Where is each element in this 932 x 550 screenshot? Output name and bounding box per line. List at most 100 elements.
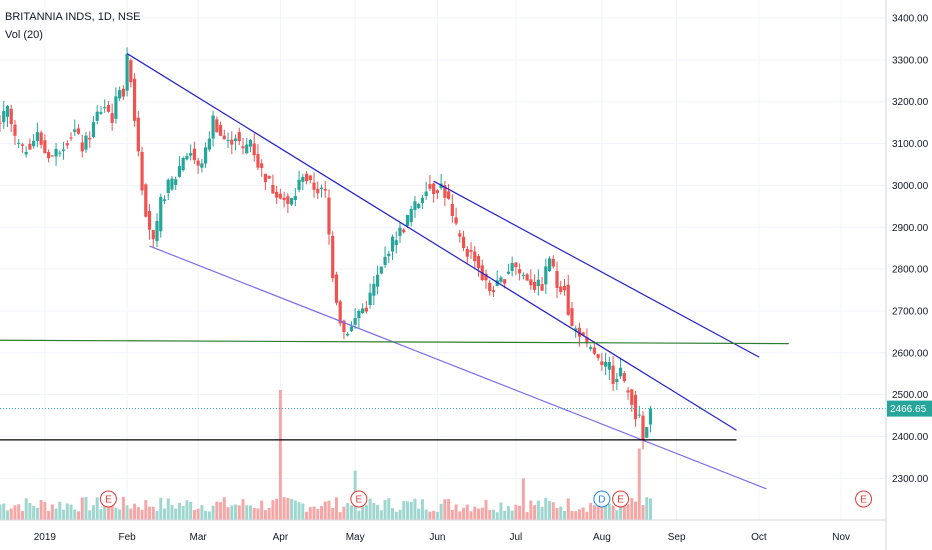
volume-bar: [604, 498, 608, 520]
volume-bar: [491, 509, 495, 520]
volume-bar: [207, 511, 211, 520]
volume-bar: [234, 504, 238, 520]
volume-bar: [320, 506, 324, 520]
volume-bar: [301, 503, 305, 520]
candle-body: [39, 132, 43, 145]
candle-body: [91, 122, 96, 138]
candle-body: [518, 269, 522, 274]
volume-bar: [271, 500, 275, 520]
volume-bar: [88, 510, 92, 520]
candle-body: [32, 140, 36, 147]
volume-bar: [125, 505, 129, 520]
volume-bar: [140, 509, 144, 520]
candle-body: [510, 263, 514, 271]
volume-bar: [619, 498, 623, 520]
candle-body: [50, 155, 54, 157]
volume-bar: [185, 500, 189, 520]
candle-body: [99, 112, 103, 114]
volume-bar: [432, 510, 436, 520]
candle-body: [499, 277, 503, 282]
time-tick-label: Nov: [832, 532, 850, 543]
price-tick-label: 2500.00: [892, 390, 929, 401]
volume-bar: [155, 510, 159, 520]
last-price-label: 2466.65: [890, 404, 927, 415]
candle-body: [140, 151, 144, 191]
volume-bar: [521, 478, 525, 520]
candle-body: [402, 229, 406, 233]
candle-body: [263, 173, 268, 183]
price-tick-label: 3000.00: [892, 181, 929, 192]
candle-body: [432, 183, 436, 195]
volume-bar: [559, 506, 563, 520]
volume-bar: [84, 497, 88, 520]
candle-body: [637, 414, 641, 416]
volume-bar: [424, 509, 428, 520]
event-marker-label: E: [860, 495, 867, 506]
candle-body: [585, 337, 589, 344]
candle-body: [353, 318, 357, 325]
candle-body: [61, 149, 66, 151]
volume-bar: [77, 511, 81, 520]
volume-bar: [327, 500, 331, 520]
candle-body: [118, 90, 122, 99]
candle-body: [170, 178, 174, 190]
volume-bar: [323, 501, 327, 520]
volume-bar: [50, 504, 54, 520]
price-tick-label: 2300.00: [892, 474, 929, 485]
volume-bar: [65, 503, 69, 520]
event-marker: [855, 490, 873, 508]
volume-bar: [118, 509, 122, 520]
volume-bar: [204, 510, 208, 520]
volume-bar: [488, 510, 492, 520]
volume-bar: [121, 496, 125, 520]
candle-body: [174, 179, 178, 185]
candle-body: [368, 292, 372, 305]
candle-body: [73, 129, 77, 132]
volume-bar: [58, 501, 62, 520]
volume-bar: [24, 498, 28, 520]
volume-bar: [506, 505, 510, 520]
volume-bar: [514, 504, 518, 520]
volume-bar: [443, 499, 447, 520]
volume-bar: [398, 509, 402, 520]
volume-bar: [581, 507, 585, 520]
volume-bar: [237, 505, 241, 520]
candle-body: [84, 135, 88, 150]
candle-body: [0, 122, 2, 124]
candle-body: [103, 107, 107, 109]
price-tick-label: 2600.00: [892, 348, 929, 359]
volume-bar: [458, 511, 462, 520]
volume-bar: [308, 507, 312, 520]
candle-body: [420, 197, 425, 203]
volume-bar: [256, 508, 260, 520]
candle-body: [551, 258, 555, 267]
volume-bar: [641, 505, 645, 520]
candle-body: [413, 201, 417, 211]
candle-body: [46, 152, 51, 159]
time-tick-label: Aug: [593, 532, 611, 543]
volume-bar: [413, 498, 417, 520]
time-tick-label: Jul: [510, 532, 523, 543]
volume-bar: [293, 500, 297, 520]
volume-bar: [622, 501, 626, 520]
candle-body: [204, 147, 208, 164]
volume-bar: [648, 498, 652, 520]
candle-body: [589, 347, 593, 349]
volume-bar: [144, 500, 148, 520]
candle-body: [387, 253, 391, 257]
volume-bar: [47, 511, 51, 520]
volume-bar: [215, 501, 219, 520]
candle-body: [428, 184, 432, 189]
candle-body: [521, 274, 525, 276]
candle-body: [301, 176, 305, 182]
event-marker: [350, 490, 368, 508]
symbol-title: BRITANNIA INDS, 1D, NSE: [5, 11, 141, 23]
volume-bar: [585, 511, 589, 520]
volume-bar: [252, 508, 256, 520]
candle-body: [577, 327, 582, 337]
volume-bar: [589, 502, 593, 520]
volume-bar: [278, 390, 282, 520]
event-marker: [593, 490, 611, 508]
candle-body: [596, 354, 600, 359]
